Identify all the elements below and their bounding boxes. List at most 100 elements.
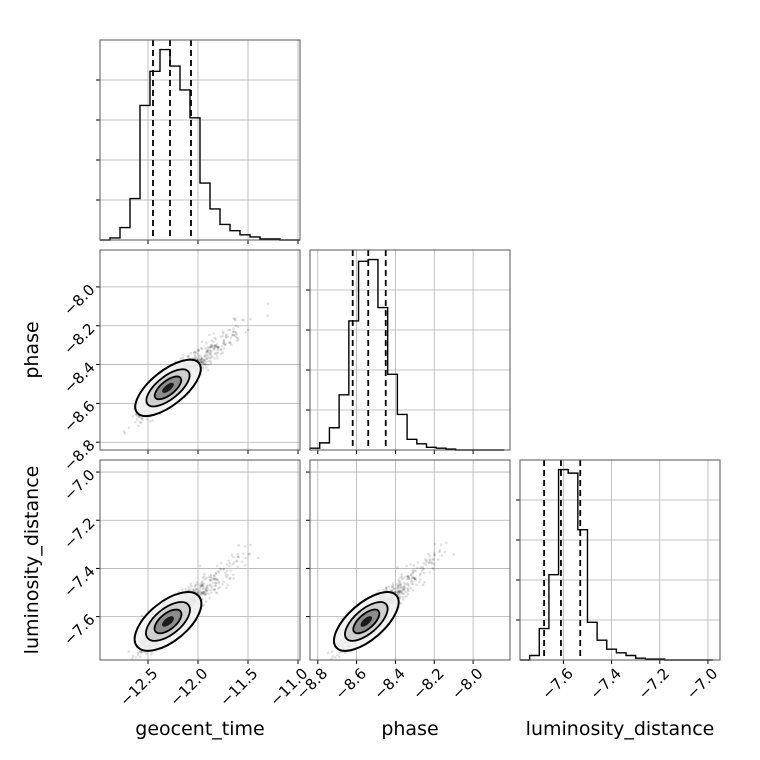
sample-point: [192, 350, 196, 354]
sample-point: [405, 564, 408, 568]
x-tick-label-geocent_time: −11.5: [216, 664, 261, 709]
sample-point: [219, 335, 222, 339]
sample-point: [200, 358, 204, 361]
sample-point: [406, 588, 410, 591]
scatter-panel-geocent_time-phase: [96, 249, 301, 454]
scatter-panel-geocent_time-luminosity_distance: [96, 459, 301, 664]
sample-point: [210, 345, 214, 349]
sample-point: [236, 565, 239, 569]
sample-point: [243, 545, 247, 548]
sample-point: [198, 358, 201, 362]
sample-point: [205, 353, 208, 356]
sample-point: [210, 578, 213, 582]
sample-point: [232, 577, 235, 580]
sample-point: [213, 588, 217, 591]
sample-point: [213, 577, 217, 580]
sample-point: [402, 576, 405, 579]
sample-point: [404, 575, 408, 578]
sample-point: [198, 588, 202, 592]
sample-point: [213, 352, 217, 356]
sample-point: [210, 585, 214, 589]
sample-point: [404, 583, 407, 586]
sample-point: [210, 355, 214, 358]
sample-point: [202, 590, 206, 593]
contour-line-0: [333, 591, 400, 652]
sample-point: [431, 562, 434, 565]
sample-point: [432, 551, 436, 555]
sample-point: [203, 593, 207, 597]
panel-frame: [99, 459, 301, 661]
sample-point: [412, 577, 416, 580]
sample-point: [196, 349, 200, 352]
sample-point: [235, 339, 239, 342]
sample-point: [414, 569, 418, 573]
sample-point: [422, 567, 425, 571]
sample-point: [224, 343, 227, 346]
sample-point: [228, 577, 231, 581]
sample-point: [396, 592, 400, 596]
sample-point: [198, 564, 202, 568]
sample-point: [139, 421, 142, 424]
contour-line-2: [153, 375, 183, 401]
sample-point: [399, 576, 402, 580]
sample-point: [140, 614, 144, 618]
sample-point: [200, 584, 204, 587]
sample-point: [407, 584, 411, 587]
sample-point: [400, 591, 403, 595]
sample-point: [189, 351, 193, 355]
sample-point: [187, 355, 190, 359]
sample-point: [405, 582, 409, 585]
sample-point: [326, 651, 330, 655]
sample-point: [200, 592, 204, 595]
sample-point: [209, 350, 212, 353]
sample-point: [421, 565, 424, 569]
sample-point: [430, 561, 433, 564]
sample-point: [201, 576, 205, 580]
sample-point: [198, 586, 202, 590]
sample-point: [222, 338, 226, 342]
sample-point: [409, 573, 413, 577]
sample-point: [201, 591, 204, 594]
sample-point: [181, 354, 185, 357]
sample-point: [204, 592, 208, 596]
sample-point: [219, 352, 223, 356]
sample-point: [205, 576, 208, 580]
sample-point: [217, 580, 221, 584]
sample-point: [205, 350, 209, 353]
sample-point: [184, 587, 187, 591]
sample-point: [399, 601, 403, 605]
contour-line-2: [153, 608, 183, 635]
sample-point: [189, 582, 192, 586]
sample-point: [403, 588, 406, 592]
sample-point: [212, 348, 216, 351]
sample-point: [391, 582, 395, 585]
sample-point: [411, 580, 414, 583]
sample-point: [186, 588, 190, 592]
sample-point: [403, 587, 407, 590]
y-tick-label-luminosity_distance: −7.0: [60, 466, 98, 504]
sample-point: [149, 653, 153, 656]
sample-point: [411, 576, 415, 580]
sample-point: [134, 413, 138, 417]
sample-point: [209, 351, 212, 355]
sample-point: [199, 358, 203, 362]
sample-point: [209, 353, 212, 357]
sample-point: [206, 584, 210, 587]
contour-line-1: [145, 601, 191, 642]
sample-point: [136, 651, 140, 655]
sample-point: [397, 589, 401, 593]
sample-point: [398, 590, 401, 593]
sample-point: [377, 589, 380, 592]
sample-point: [209, 360, 213, 363]
sample-point: [424, 563, 428, 566]
sample-point: [406, 589, 410, 593]
sample-point: [215, 591, 219, 595]
sample-point: [232, 327, 235, 331]
sample-point: [217, 581, 220, 585]
sample-point: [396, 584, 400, 588]
histogram-phase: [309, 258, 505, 451]
sample-point: [413, 577, 417, 580]
sample-point: [140, 417, 144, 421]
sample-point: [232, 333, 236, 337]
sample-point: [393, 587, 396, 591]
